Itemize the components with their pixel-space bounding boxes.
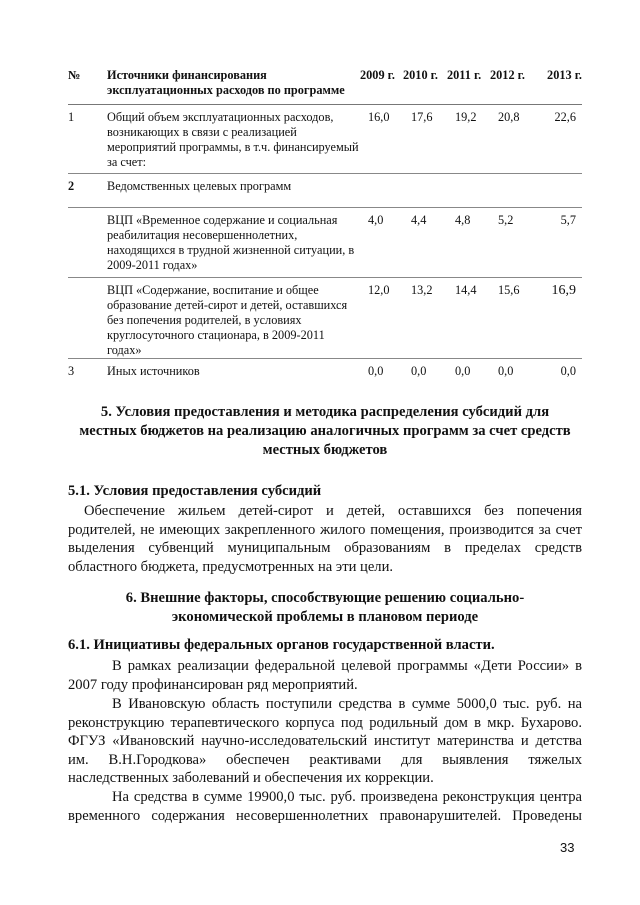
cell-value: 14,4 xyxy=(455,283,477,297)
cell-value: 4,8 xyxy=(455,213,471,227)
row-number: 3 xyxy=(68,364,75,378)
cell-value: 4,4 xyxy=(411,213,427,227)
cell-value: 15,6 xyxy=(498,283,520,297)
cell-value: 0,0 xyxy=(411,364,427,378)
row-description: Общий объем эксплуатационных расходов, в… xyxy=(107,110,359,169)
funding-table: № Источники финансирования эксплуатацион… xyxy=(68,66,582,388)
cell-value: 0,0 xyxy=(368,364,384,378)
cell-value: 0,0 xyxy=(560,364,576,378)
row-description: Ведомственных целевых программ xyxy=(107,179,292,193)
row-number xyxy=(68,208,107,278)
cell-value: 20,8 xyxy=(498,110,520,124)
header-2012: 2012 г. xyxy=(490,66,535,105)
row-number: 1 xyxy=(68,110,75,124)
cell-value xyxy=(360,174,403,208)
table-row: 1 Общий объем эксплуатационных расходов,… xyxy=(68,105,582,174)
table-header-row: № Источники финансирования эксплуатацион… xyxy=(68,66,582,105)
cell-value: 19,2 xyxy=(455,110,477,124)
cell-value: 13,2 xyxy=(411,283,433,297)
table-row: ВЦП «Содержание, воспитание и общее обра… xyxy=(68,278,582,359)
cell-value: 16,9 xyxy=(551,283,577,298)
header-2009: 2009 г. xyxy=(360,66,403,105)
row-description: Иных источников xyxy=(107,364,200,378)
paragraph: В рамках реализации федеральной целевой … xyxy=(68,658,582,693)
row-number: 2 xyxy=(68,179,75,193)
row-number xyxy=(68,278,107,359)
cell-value: 5,2 xyxy=(498,213,514,227)
cell-value xyxy=(490,174,535,208)
header-2013: 2013 г. xyxy=(535,66,582,105)
cell-value xyxy=(447,174,490,208)
paragraph: В Ивановскую область поступили средства … xyxy=(68,696,582,787)
section-6-heading: 6. Внешние факторы, способствующие решен… xyxy=(125,590,525,625)
header-2011: 2011 г. xyxy=(447,66,490,105)
cell-value: 12,0 xyxy=(368,283,390,297)
page-number: 33 xyxy=(560,840,575,855)
header-number: № xyxy=(68,66,107,105)
cell-value: 16,0 xyxy=(368,110,390,124)
section-6-1-heading: 6.1. Инициативы федеральных органов госу… xyxy=(68,637,495,653)
cell-value xyxy=(403,174,447,208)
cell-value: 22,6 xyxy=(554,110,576,124)
paragraph: На средства в сумме 19900,0 тыс. руб. пр… xyxy=(68,789,582,824)
row-description: ВЦП «Временное содержание и социальная р… xyxy=(107,213,355,272)
section-5-1-paragraph: Обеспечение жильем детей-сирот и детей, … xyxy=(68,503,582,575)
table-row: ВЦП «Временное содержание и социальная р… xyxy=(68,208,582,278)
cell-value: 17,6 xyxy=(411,110,433,124)
section-5-1-heading: 5.1. Условия предоставления субсидий xyxy=(68,483,322,499)
table-row: 3 Иных источников 0,0 0,0 0,0 0,0 0,0 xyxy=(68,359,582,389)
cell-value xyxy=(535,174,582,208)
cell-value: 0,0 xyxy=(498,364,514,378)
section-5-heading: 5. Условия предоставления и методика рас… xyxy=(79,404,571,458)
row-description: ВЦП «Содержание, воспитание и общее обра… xyxy=(107,283,348,357)
header-sources: Источники финансирования эксплуатационны… xyxy=(107,66,360,105)
table-row: 2 Ведомственных целевых программ xyxy=(68,174,582,208)
cell-value: 4,0 xyxy=(368,213,384,227)
cell-value: 5,7 xyxy=(560,213,576,227)
header-2010: 2010 г. xyxy=(403,66,447,105)
cell-value: 0,0 xyxy=(455,364,471,378)
